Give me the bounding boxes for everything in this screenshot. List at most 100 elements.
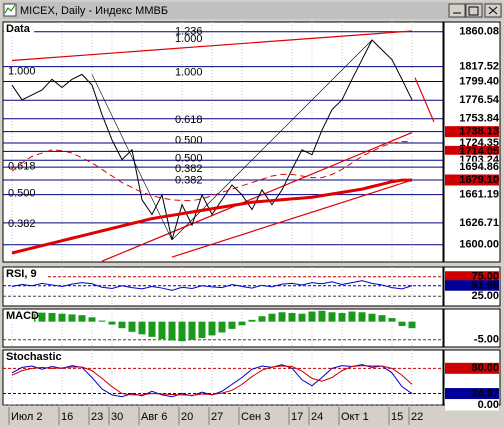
- y-tick-label: 1753.84: [459, 113, 500, 125]
- title-bar: [2, 2, 502, 19]
- bar: [48, 312, 56, 322]
- bar: [328, 312, 336, 322]
- minimize-button[interactable]: [448, 3, 466, 18]
- bar: [98, 320, 106, 322]
- series-line: [11, 365, 413, 396]
- panel-title-box: [4, 310, 34, 322]
- panel: [2, 266, 444, 307]
- panel: [2, 21, 444, 263]
- fib-label: 1.000: [8, 66, 36, 78]
- y-tick-label: 1661.19: [459, 189, 499, 201]
- fib-label: 0.382: [8, 218, 36, 230]
- x-tick-label: 27: [211, 411, 223, 423]
- y-tick-box: [445, 61, 499, 73]
- bar: [168, 321, 176, 341]
- bar: [218, 321, 226, 333]
- y-tick-box: [445, 239, 499, 251]
- bar: [68, 314, 76, 322]
- bar: [158, 321, 166, 340]
- y-tick-label: 1799.40: [459, 75, 499, 87]
- series-line: [11, 280, 413, 291]
- bar: [108, 321, 116, 325]
- x-tick-label: 16: [61, 411, 73, 423]
- trend-line: [171, 179, 413, 258]
- trend-line: [91, 74, 173, 241]
- bar: [78, 315, 86, 322]
- bar: [138, 321, 146, 335]
- y-tick-box: [445, 126, 499, 138]
- fib-label: 0.618: [175, 114, 203, 126]
- panel-title-box: [4, 23, 34, 35]
- y-tick-label: -5.00: [474, 334, 499, 346]
- panel-title-box: [4, 268, 46, 280]
- bar: [248, 319, 256, 322]
- fib-label: 1.236: [175, 25, 203, 37]
- bar: [388, 318, 396, 322]
- window-icon-glyph: [4, 4, 16, 14]
- y-tick-label: 1860.08: [459, 26, 499, 38]
- bar: [198, 321, 206, 338]
- y-tick-box: [445, 26, 499, 38]
- y-tick-box: [445, 174, 499, 186]
- fib-label: 0.500: [175, 152, 203, 164]
- y-tick-label: 1600.00: [459, 239, 499, 251]
- bar: [308, 311, 316, 322]
- bar: [238, 321, 246, 326]
- fib-label: 0.382: [175, 175, 203, 187]
- bar: [38, 312, 46, 322]
- x-tick-label: 15: [391, 411, 403, 423]
- x-tick-label: Окт 1: [341, 411, 369, 423]
- x-tick-label: 22: [411, 411, 423, 423]
- fib-label: 0.618: [8, 161, 36, 173]
- trend-line: [414, 77, 435, 123]
- bar: [88, 317, 96, 322]
- bar: [208, 321, 216, 336]
- y-tick-box: [445, 161, 499, 173]
- bar: [188, 321, 196, 340]
- panel: [2, 349, 444, 406]
- y-tick-label: 25.00: [471, 290, 499, 302]
- series-line: [11, 39, 413, 241]
- series-line: [11, 141, 412, 202]
- bar: [148, 321, 156, 337]
- date-axis: [3, 406, 443, 426]
- bar: [288, 312, 296, 322]
- y-tick-box: [445, 271, 499, 283]
- bar: [228, 321, 236, 329]
- y-tick-box: [445, 362, 499, 374]
- series-line: [11, 178, 412, 255]
- fib-label: 0.500: [175, 134, 203, 146]
- fib-label: 0.500: [8, 188, 36, 200]
- y-tick-label: 1694.86: [459, 161, 499, 173]
- fib-label: 1.000: [175, 66, 203, 78]
- y-tick-box: [445, 94, 499, 106]
- bar: [368, 313, 376, 322]
- panel-title: RSI, 9: [6, 268, 37, 280]
- y-tick-box: [445, 334, 499, 346]
- bar: [178, 321, 186, 342]
- y-tick-label: 1679.10: [459, 174, 499, 186]
- fib-label: 0.382: [175, 163, 203, 175]
- bar: [338, 312, 346, 322]
- y-tick-box: [445, 399, 499, 411]
- x-tick-label: 23: [91, 411, 103, 423]
- x-tick-label: Авг 6: [141, 411, 167, 423]
- y-tick-label: 1738.13: [459, 126, 499, 138]
- bar: [128, 321, 136, 332]
- bar: [298, 313, 306, 322]
- y-tick-label: 1776.54: [459, 94, 500, 106]
- panel-title: MACD: [6, 310, 39, 322]
- x-tick-label: 20: [181, 411, 193, 423]
- x-tick-label: 30: [111, 411, 123, 423]
- y-tick-box: [445, 137, 499, 149]
- y-tick-box: [445, 189, 499, 201]
- y-tick-label: 1817.52: [459, 61, 499, 73]
- bar: [318, 310, 326, 322]
- y-tick-label: 1714.05: [459, 145, 499, 157]
- bar: [408, 321, 416, 329]
- y-tick-box: [445, 145, 499, 157]
- y-tick-box: [445, 290, 499, 302]
- panel-title-box: [4, 351, 70, 363]
- x-tick-label: 24: [311, 411, 323, 423]
